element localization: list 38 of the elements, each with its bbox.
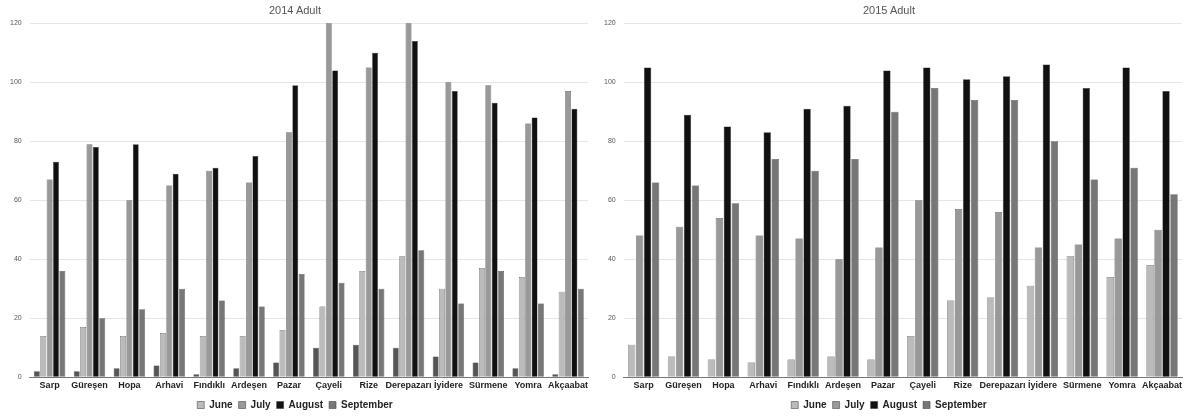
x-tick-label: Rize <box>359 380 378 391</box>
legend-label: July <box>844 398 866 410</box>
x-tick-label: Hopa <box>712 380 736 391</box>
x-tick-label: Yomra <box>1108 380 1137 391</box>
legend-label: September <box>935 398 987 410</box>
x-tick-label: Pazar <box>870 380 896 391</box>
x-tick-label: Hopa <box>118 380 142 391</box>
x-tick-label: Derepazarı <box>385 380 432 391</box>
chart-title: 2014 Adult <box>269 3 321 16</box>
x-tick-label: Akçaabat <box>1142 380 1183 391</box>
x-tick-label: İyidere <box>433 380 463 391</box>
legend-label: June <box>209 398 234 410</box>
legend-label: July <box>250 398 272 410</box>
x-tick-label: Pazar <box>276 380 302 391</box>
legend-label: August <box>882 398 918 410</box>
legend-label: June <box>803 398 828 410</box>
x-tick-label: Çayeli <box>315 380 343 391</box>
x-tick-label: Çayeli <box>909 380 937 391</box>
x-tick-label: Güreşen <box>71 380 108 391</box>
x-tick-label: Arhavi <box>749 380 778 391</box>
x-tick-label: Güreşen <box>665 380 702 391</box>
x-tick-label: Yomra <box>514 380 543 391</box>
x-tick-label: İyidere <box>1027 380 1057 391</box>
x-tick-label: Fındıklı <box>193 380 225 391</box>
legend-label: September <box>341 398 393 410</box>
legend-label: August <box>288 398 324 410</box>
x-tick-label: Derepazarı <box>979 380 1026 391</box>
x-tick-label: Sürmene <box>469 380 508 391</box>
x-tick-label: Rize <box>953 380 972 391</box>
x-tick-label: Sarp <box>633 380 655 391</box>
x-tick-label: Ardeşen <box>231 380 268 391</box>
x-tick-label: Fındıklı <box>787 380 819 391</box>
x-tick-label: Sürmene <box>1063 380 1102 391</box>
x-tick-label: Sarp <box>39 380 61 391</box>
chart-title: 2015 Adult <box>863 3 915 16</box>
x-tick-label: Arhavi <box>155 380 184 391</box>
x-tick-label: Ardeşen <box>825 380 862 391</box>
x-tick-label: Akçaabat <box>548 380 589 391</box>
